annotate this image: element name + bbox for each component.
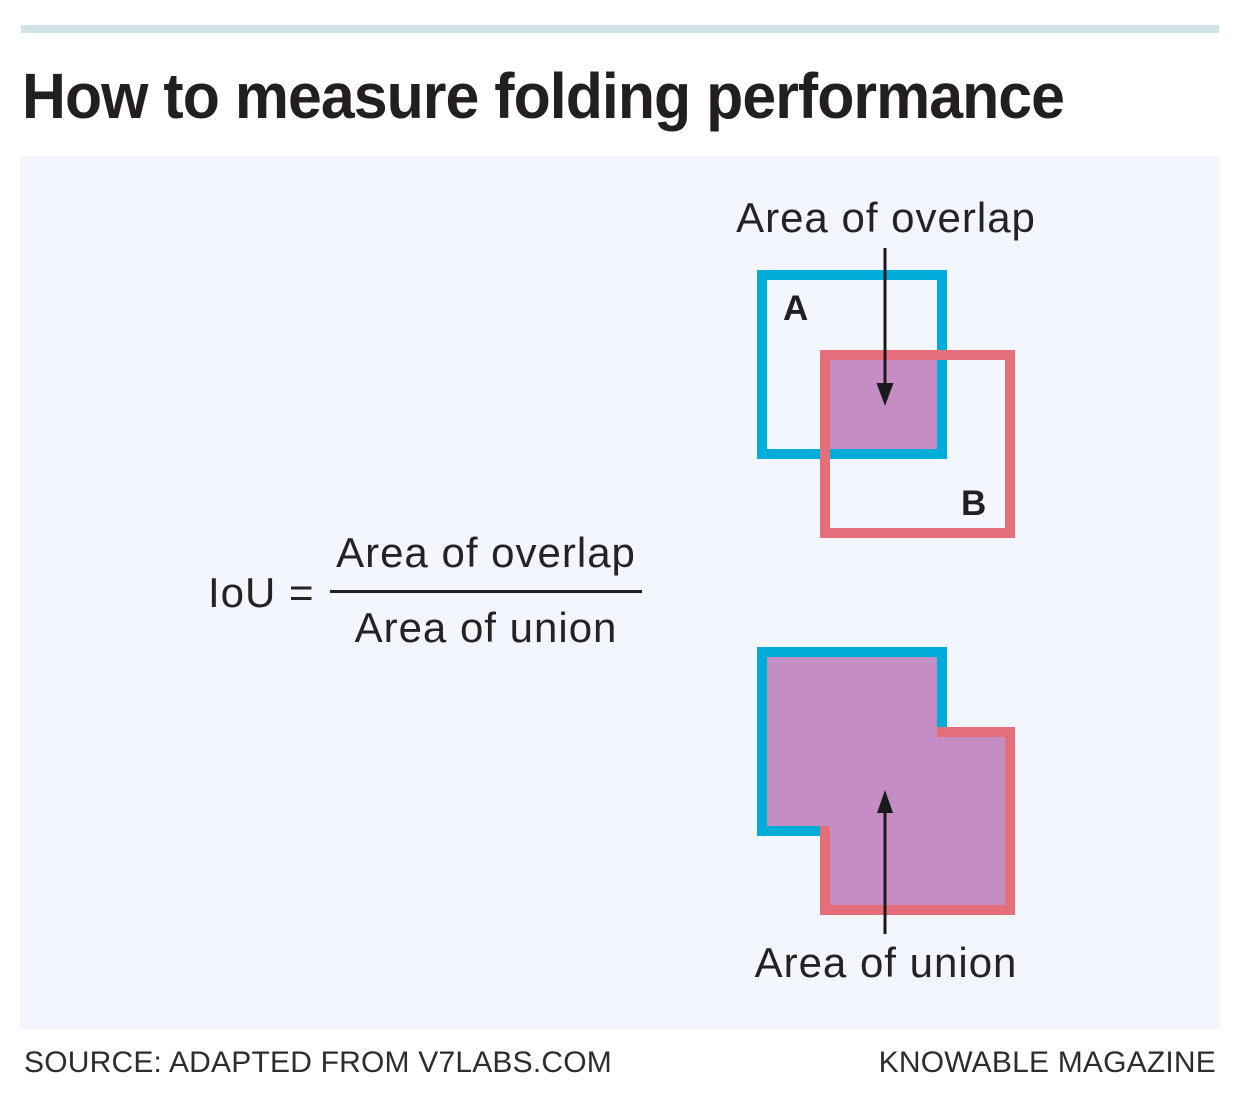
overlap-arrowhead — [876, 383, 894, 406]
formula-numerator: Area of overlap — [336, 529, 636, 576]
overlap-arrow — [876, 248, 894, 406]
union-diagram — [757, 647, 1015, 934]
union-region — [767, 657, 1005, 905]
publisher-credit: KNOWABLE MAGAZINE — [878, 1046, 1216, 1079]
formula-denominator: Area of union — [354, 604, 618, 651]
overlap-label: Area of overlap — [736, 194, 1036, 241]
formula-lhs: IoU = — [208, 569, 315, 616]
box-a — [757, 270, 947, 459]
page-title: How to measure folding performance — [22, 60, 1065, 132]
fraction-bar — [330, 590, 642, 593]
union-arrow — [877, 790, 893, 934]
box-a-letter: A — [783, 289, 808, 328]
source-credit: SOURCE: ADAPTED FROM V7LABS.COM — [24, 1046, 612, 1079]
figure-panel — [20, 156, 1220, 1030]
box-b-letter: B — [961, 484, 986, 523]
box-b — [820, 350, 1015, 538]
accent-bar — [21, 25, 1219, 33]
union-label: Area of union — [754, 939, 1018, 986]
union-arrowhead — [877, 790, 893, 813]
footer: SOURCE: ADAPTED FROM V7LABS.COM KNOWABLE… — [24, 1046, 1216, 1080]
overlap-diagram: A B — [757, 248, 1015, 538]
